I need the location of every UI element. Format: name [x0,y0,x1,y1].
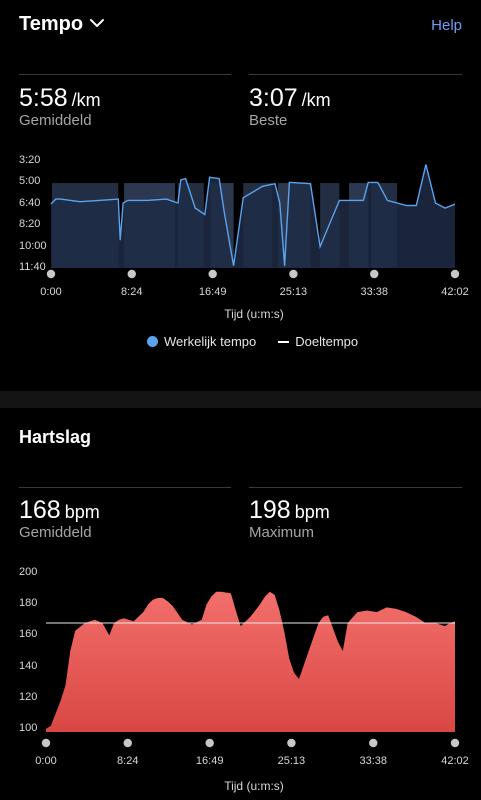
pace-chart[interactable]: 3:20 5:00 6:40 8:20 10:00 11:40 0:00 8:24 16:49… [0,0,481,330]
pace-y-tick-label: 8:20 [19,218,41,231]
pace-y-tick-label: 3:20 [19,154,41,166]
divider [249,74,462,75]
pace-x-tick-dot [127,269,136,279]
avg-hr-unit: bpm [64,502,100,522]
hr-y-tick-label: 160 [19,628,38,641]
pace-x-axis-title: Tijd (u:m:s) [224,307,284,321]
hr-x-tick-label: 8:24 [117,755,139,767]
pace-line [50,164,455,266]
hr-area [46,591,455,732]
pace-x-tick-label: 25:13 [279,286,308,298]
hr-x-tick-label: 33:38 [359,755,388,767]
pace-x-tick-label: 42:02 [441,286,469,298]
hr-x-tick-label: 25:13 [277,755,306,767]
page-title[interactable]: Tempo [19,13,84,35]
best-pace-label: Beste [249,112,288,129]
hr-y-tick-label: 120 [19,690,38,703]
pace-y-tick-label: 6:40 [19,196,41,209]
heart-section-title: Hartslag [19,427,92,447]
hr-x-tick-dot [369,738,378,748]
legend-dot-actual [147,336,158,347]
legend-line-target [278,341,290,343]
pace-x-tick-dot [370,269,379,279]
max-hr-label: Maximum [249,524,315,541]
avg-pace-value: 5:58/km [19,84,101,112]
best-pace-unit: /km [301,90,331,110]
pace-x-tick-label: 16:49 [198,286,227,298]
hr-x-tick-label: 16:49 [195,755,224,767]
avg-pace-unit: /km [71,90,101,110]
hr-x-tick-dot [123,738,132,748]
hr-y-tick-label: 180 [19,597,38,610]
max-hr-value: 198 bpm [249,496,330,524]
pace-x-tick-label: 0:00 [40,286,62,298]
pace-x-tick-dot [289,269,298,279]
header: Tempo Help [0,0,481,52]
pace-x-tick-label: 8:24 [121,286,143,298]
hr-x-tick-label: 42:02 [441,755,469,767]
legend-actual-label: Werkelijk tempo [164,334,257,349]
hr-x-tick-dot [41,738,51,748]
pace-x-tick-dot [46,269,56,279]
section-separator [0,391,481,408]
legend-target-label: Doeltempo [295,334,359,349]
divider [19,487,231,488]
pace-y-tick-label: 10:00 [19,239,47,252]
hr-y-tick-label: 200 [19,566,38,579]
max-hr-unit: bpm [294,502,330,522]
avg-hr-value: 168 bpm [19,496,100,524]
pace-y-tick-label: 11:40 [19,261,46,273]
hr-x-tick-dot [205,738,214,748]
hr-x-tick-dot [287,738,296,748]
hr-y-tick-label: 140 [19,659,38,672]
hr-y-tick-label: 100 [19,721,38,734]
pace-x-tick-label: 33:38 [360,286,389,298]
hr-x-axis-title: Tijd (u:m:s) [224,779,284,793]
best-pace-value: 3:07/km [249,84,331,112]
pace-x-tick-dot [450,269,460,279]
avg-hr-label: Gemiddeld [19,524,92,541]
hr-x-tick-label: 0:00 [35,755,57,767]
pace-y-tick-label: 5:00 [19,175,41,188]
divider [19,74,231,75]
pace-area [51,164,455,268]
help-link[interactable]: Help [431,17,462,34]
pace-x-tick-dot [208,269,217,279]
pace-chart-svg [46,164,460,279]
pace-legend: Werkelijk tempo Doeltempo [147,334,358,349]
avg-pace-label: Gemiddeld [19,112,92,129]
chevron-down-icon[interactable] [88,16,106,30]
divider [249,487,462,488]
hr-x-tick-dot [450,738,460,748]
